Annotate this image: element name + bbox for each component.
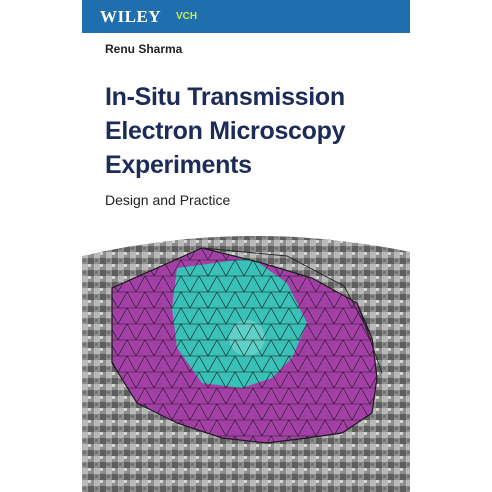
subtitle: Design and Practice [105,192,231,208]
cover-artwork [82,235,410,492]
author-name: Renu Sharma [105,42,183,56]
title-line-1: In-Situ Transmission [105,83,345,111]
imprint-label: VCH [176,11,198,22]
book-cover: WILEY VCH Renu Sharma In-Situ Transmissi… [82,0,410,492]
title-line-3: Experiments [105,151,252,179]
title-line-2: Electron Microscopy [105,117,346,145]
publisher-bar: WILEY VCH [82,0,410,33]
publisher-logo: WILEY [100,7,162,26]
